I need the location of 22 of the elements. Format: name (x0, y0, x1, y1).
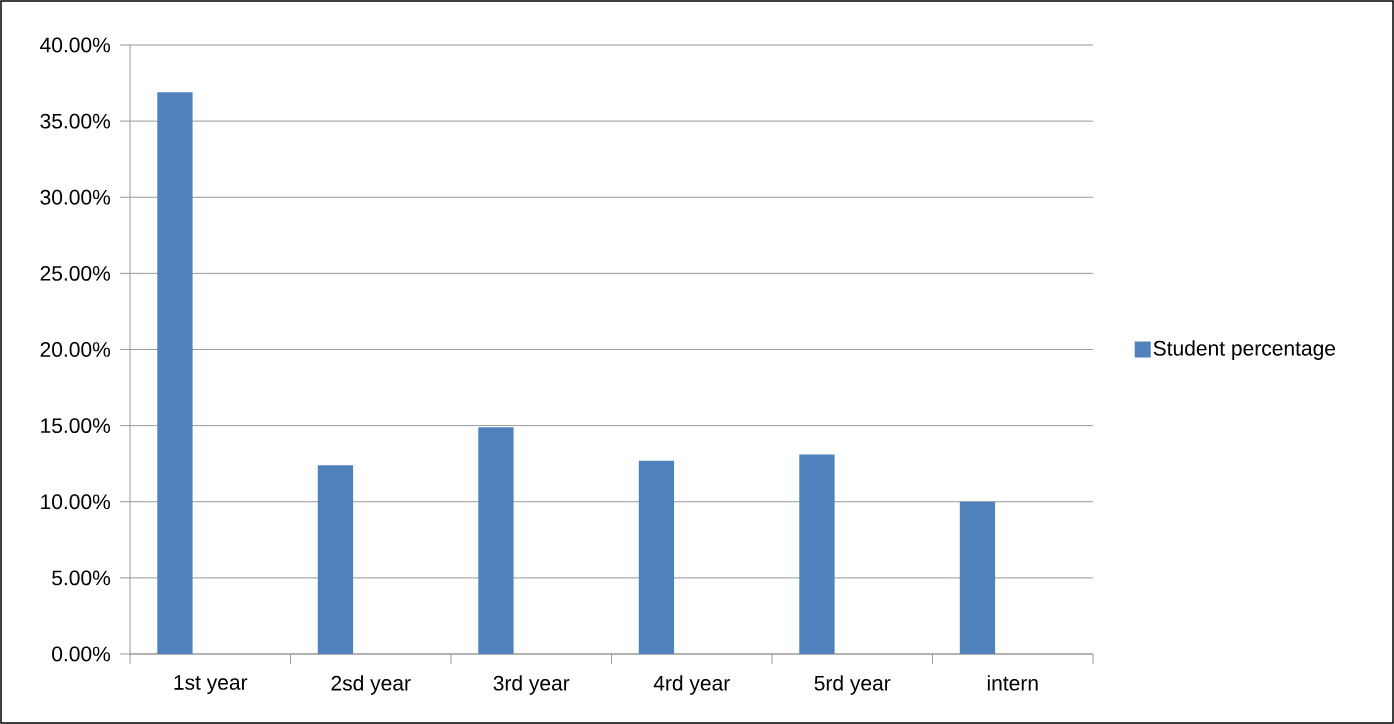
y-tick-label: 15.00% (41, 418, 111, 434)
bar (638, 460, 675, 654)
x-tick-label: 5rd year (814, 675, 891, 695)
bar (157, 92, 193, 654)
bar (317, 465, 354, 654)
y-tick-label: 5.00% (52, 570, 111, 586)
x-tick-label: 3rd year (493, 675, 570, 695)
y-tick-label: 25.00% (40, 265, 111, 281)
y-tick-label: 0.00% (52, 646, 111, 662)
y-tick-label: 10.00% (41, 494, 111, 510)
x-tick-label: intern (987, 675, 1038, 691)
legend-label: Student percentage (1153, 340, 1336, 360)
y-tick-label: 20.00% (40, 342, 111, 357)
y-tick-label: 35.00% (40, 113, 111, 129)
x-tick-label: 4rd year (653, 675, 730, 695)
bar (478, 427, 514, 654)
bar (959, 501, 996, 654)
x-tick-label: 2sd year (331, 675, 411, 695)
y-tick-label: 40.00% (40, 37, 111, 53)
bar (799, 454, 835, 654)
y-tick-label: 30.00% (40, 189, 111, 205)
x-tick-label: 1st year (174, 675, 248, 695)
